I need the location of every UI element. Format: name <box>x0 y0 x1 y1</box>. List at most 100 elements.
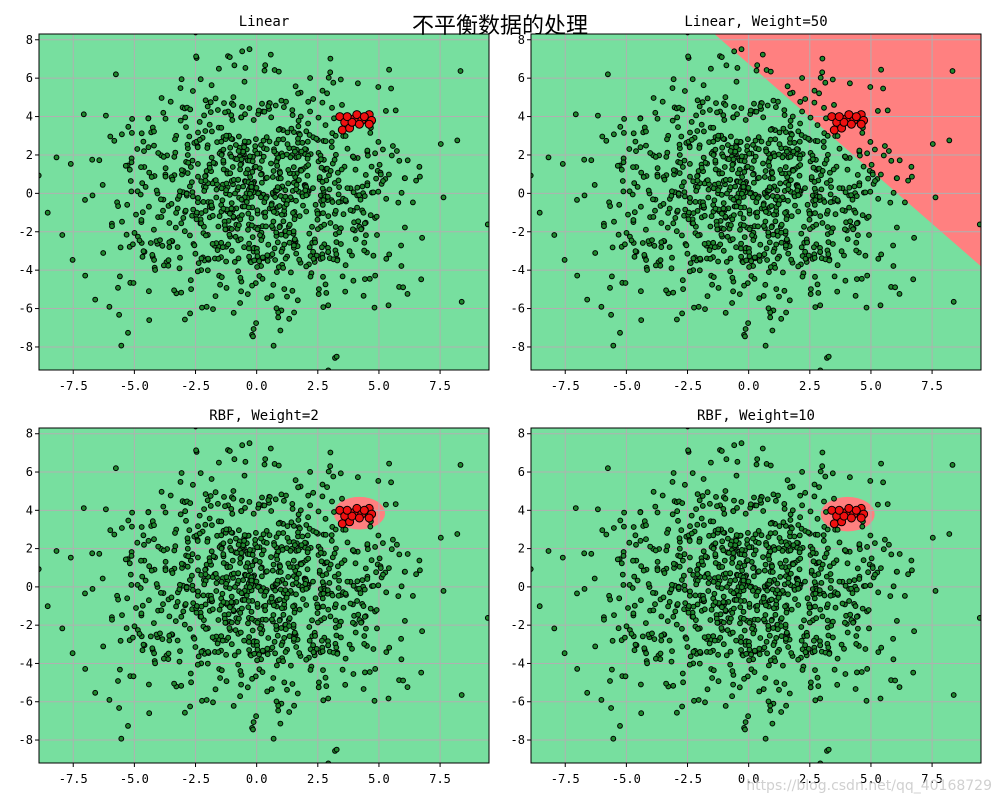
majority-point <box>260 137 267 144</box>
majority-point <box>215 255 222 262</box>
majority-point <box>336 622 343 629</box>
majority-point <box>350 153 357 160</box>
majority-point <box>282 255 289 262</box>
majority-point <box>258 535 264 542</box>
majority-point <box>242 65 249 71</box>
majority-point <box>865 607 872 613</box>
majority-point <box>714 109 720 116</box>
x-tick-label: 0.0 <box>738 772 760 786</box>
majority-point <box>198 603 205 610</box>
majority-point <box>908 557 915 564</box>
majority-point <box>139 647 146 654</box>
majority-point <box>735 170 741 177</box>
majority-point <box>181 621 188 628</box>
majority-point <box>864 544 870 550</box>
majority-point <box>867 84 874 90</box>
majority-point <box>757 241 764 248</box>
majority-point <box>777 560 784 567</box>
majority-point <box>383 195 390 202</box>
majority-point <box>715 574 722 580</box>
majority-point <box>228 593 235 600</box>
majority-point <box>715 526 722 533</box>
majority-point <box>799 667 806 673</box>
majority-point <box>689 470 696 477</box>
majority-point <box>310 248 317 255</box>
majority-point <box>617 123 624 130</box>
majority-point <box>165 656 172 662</box>
majority-point <box>314 216 321 223</box>
majority-point <box>760 508 767 514</box>
majority-point <box>707 500 713 507</box>
majority-point <box>788 650 795 656</box>
majority-point <box>704 686 711 693</box>
majority-point <box>138 557 144 564</box>
majority-point <box>305 555 312 562</box>
majority-point <box>609 637 616 644</box>
majority-point <box>342 590 349 597</box>
majority-point <box>245 210 252 217</box>
majority-point <box>188 679 195 686</box>
majority-point <box>295 153 302 160</box>
majority-point <box>676 535 683 542</box>
majority-point <box>692 592 699 599</box>
majority-point <box>621 523 627 530</box>
majority-point <box>270 281 277 288</box>
majority-point <box>307 469 314 475</box>
majority-point <box>246 639 252 645</box>
majority-point <box>761 251 768 258</box>
majority-point <box>882 536 888 543</box>
majority-point <box>660 594 667 601</box>
majority-point <box>187 232 193 239</box>
majority-point <box>306 230 313 237</box>
majority-point <box>320 273 326 280</box>
majority-point <box>811 87 818 94</box>
majority-point <box>782 210 788 216</box>
majority-point <box>372 150 379 157</box>
majority-point <box>536 209 543 216</box>
majority-point <box>665 603 671 610</box>
majority-point <box>654 115 661 122</box>
majority-point <box>880 546 887 553</box>
x-tick-label: -7.5 <box>551 772 580 786</box>
majority-point <box>134 146 141 152</box>
majority-point <box>185 553 192 560</box>
majority-point <box>776 293 782 300</box>
majority-point <box>294 297 301 304</box>
majority-point <box>799 273 806 280</box>
majority-point <box>712 540 719 547</box>
majority-point <box>363 232 369 239</box>
majority-point <box>193 447 200 454</box>
majority-point <box>222 109 228 116</box>
majority-point <box>772 136 779 143</box>
majority-point <box>130 634 136 641</box>
majority-point <box>271 638 278 645</box>
majority-point <box>631 602 638 609</box>
majority-point <box>187 106 194 113</box>
majority-point <box>622 241 628 248</box>
majority-point <box>836 145 843 152</box>
majority-point <box>746 657 752 664</box>
majority-point <box>136 237 143 244</box>
majority-point <box>802 642 808 649</box>
majority-point <box>193 609 200 616</box>
majority-point <box>842 153 848 160</box>
majority-point <box>807 508 814 515</box>
majority-point <box>668 658 675 665</box>
majority-point <box>390 536 396 543</box>
majority-point <box>584 689 591 696</box>
majority-point <box>643 620 649 626</box>
majority-point <box>166 613 173 620</box>
majority-point <box>742 326 749 332</box>
majority-point <box>223 285 230 291</box>
majority-point <box>129 116 136 122</box>
majority-point <box>714 226 721 233</box>
majority-point <box>89 586 96 592</box>
majority-point <box>730 156 737 163</box>
majority-point <box>631 180 638 187</box>
majority-point <box>204 538 211 545</box>
majority-point <box>222 619 229 626</box>
majority-point <box>753 199 760 206</box>
majority-point <box>302 581 309 587</box>
majority-point <box>218 532 225 539</box>
y-tick-label: -6 <box>19 302 33 316</box>
